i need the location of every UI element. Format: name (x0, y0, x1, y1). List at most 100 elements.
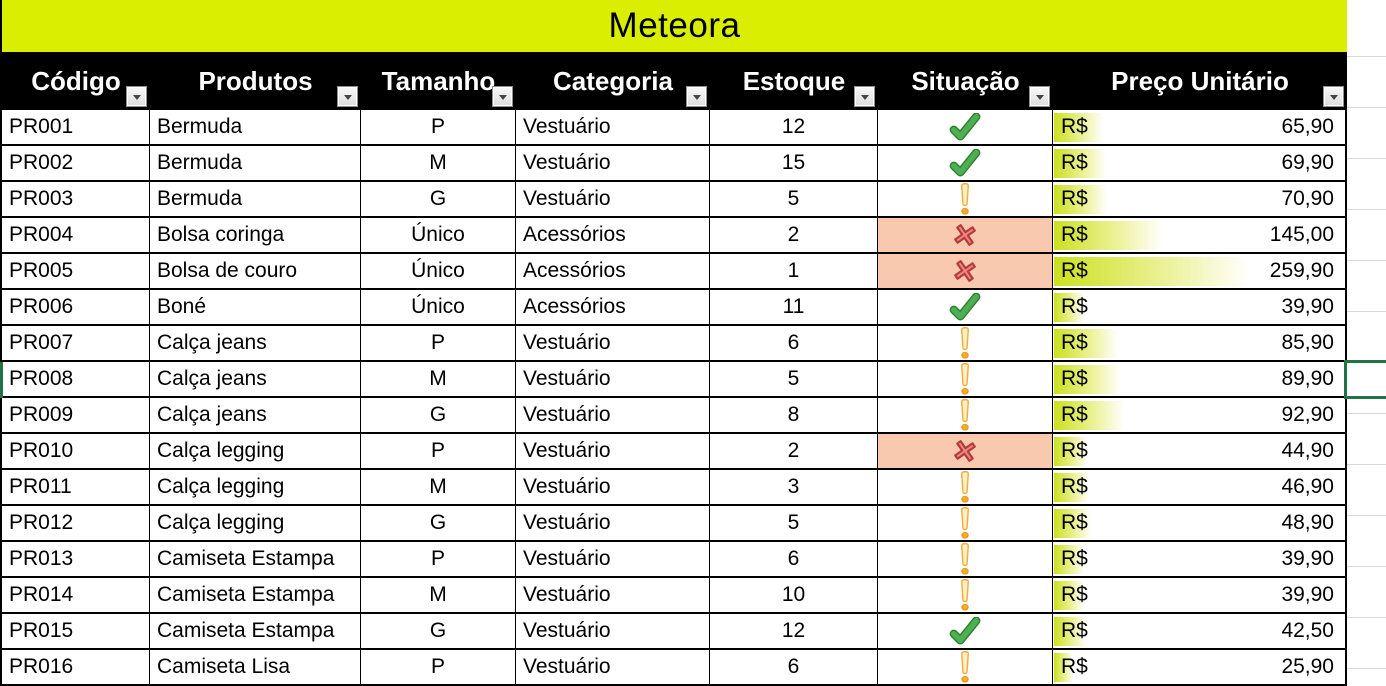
cell-estoque[interactable]: 3 (710, 470, 878, 504)
cell-estoque[interactable]: 8 (710, 398, 878, 432)
column-header-7[interactable]: Preço Unitário (1053, 52, 1347, 110)
cell-estoque[interactable]: 2 (710, 434, 878, 468)
cell-categoria[interactable]: Vestuário (516, 182, 710, 216)
cell-preco[interactable]: R$ 42,50 (1053, 614, 1347, 648)
table-title-cell[interactable]: Meteora (2, 0, 1347, 52)
cell-tamanho[interactable]: M (361, 578, 516, 612)
cell-tamanho[interactable]: M (361, 362, 516, 396)
cell-categoria[interactable]: Vestuário (516, 326, 710, 360)
cell-estoque[interactable]: 6 (710, 650, 878, 684)
cell-tamanho[interactable]: Único (361, 254, 516, 288)
cell-preco[interactable]: R$ 48,90 (1053, 506, 1347, 540)
cell-preco[interactable]: R$ 44,90 (1053, 434, 1347, 468)
cell-codigo[interactable]: PR014 (2, 578, 150, 612)
cell-codigo[interactable]: PR002 (2, 146, 150, 180)
cell-estoque[interactable]: 15 (710, 146, 878, 180)
cell-produto[interactable]: Calça legging (150, 470, 361, 504)
cell-produto[interactable]: Calça jeans (150, 362, 361, 396)
filter-dropdown-button[interactable] (126, 86, 147, 107)
cell-categoria[interactable]: Acessórios (516, 290, 710, 324)
cell-produto[interactable]: Camiseta Lisa (150, 650, 361, 684)
column-header-2[interactable]: Produtos (150, 52, 361, 110)
filter-dropdown-button[interactable] (686, 86, 707, 107)
cell-tamanho[interactable]: P (361, 326, 516, 360)
cell-tamanho[interactable]: G (361, 398, 516, 432)
cell-situacao[interactable] (878, 650, 1053, 684)
cell-estoque[interactable]: 2 (710, 218, 878, 252)
cell-produto[interactable]: Camiseta Estampa (150, 542, 361, 576)
cell-preco[interactable]: R$ 89,90 (1053, 362, 1347, 396)
column-header-3[interactable]: Tamanho (361, 52, 516, 110)
cell-tamanho[interactable]: M (361, 146, 516, 180)
column-header-1[interactable]: Código (2, 52, 150, 110)
cell-situacao[interactable] (878, 290, 1053, 324)
cell-preco[interactable]: R$ 259,90 (1053, 254, 1347, 288)
cell-produto[interactable]: Bermuda (150, 110, 361, 144)
cell-situacao[interactable] (878, 326, 1053, 360)
filter-dropdown-button[interactable] (337, 86, 358, 107)
cell-preco[interactable]: R$ 92,90 (1053, 398, 1347, 432)
column-header-5[interactable]: Estoque (710, 52, 878, 110)
cell-codigo[interactable]: PR015 (2, 614, 150, 648)
cell-estoque[interactable]: 5 (710, 506, 878, 540)
cell-estoque[interactable]: 6 (710, 542, 878, 576)
cell-produto[interactable]: Calça jeans (150, 398, 361, 432)
cell-produto[interactable]: Bolsa coringa (150, 218, 361, 252)
cell-situacao[interactable] (878, 146, 1053, 180)
filter-dropdown-button[interactable] (854, 86, 875, 107)
cell-situacao[interactable] (878, 182, 1053, 216)
cell-produto[interactable]: Camiseta Estampa (150, 614, 361, 648)
cell-estoque[interactable]: 11 (710, 290, 878, 324)
cell-codigo[interactable]: PR007 (2, 326, 150, 360)
cell-tamanho[interactable]: G (361, 506, 516, 540)
cell-preco[interactable]: R$ 25,90 (1053, 650, 1347, 684)
cell-codigo[interactable]: PR009 (2, 398, 150, 432)
cell-codigo[interactable]: PR003 (2, 182, 150, 216)
cell-produto[interactable]: Camiseta Estampa (150, 578, 361, 612)
cell-situacao[interactable] (878, 470, 1053, 504)
cell-situacao[interactable] (878, 434, 1053, 468)
cell-estoque[interactable]: 10 (710, 578, 878, 612)
cell-tamanho[interactable]: Único (361, 218, 516, 252)
cell-produto[interactable]: Boné (150, 290, 361, 324)
cell-estoque[interactable]: 5 (710, 182, 878, 216)
cell-codigo[interactable]: PR013 (2, 542, 150, 576)
cell-produto[interactable]: Calça jeans (150, 326, 361, 360)
cell-produto[interactable]: Calça legging (150, 434, 361, 468)
cell-preco[interactable]: R$ 65,90 (1053, 110, 1347, 144)
filter-dropdown-button[interactable] (1323, 86, 1344, 107)
cell-categoria[interactable]: Vestuário (516, 470, 710, 504)
cell-produto[interactable]: Bermuda (150, 182, 361, 216)
cell-situacao[interactable] (878, 398, 1053, 432)
cell-tamanho[interactable]: P (361, 542, 516, 576)
cell-tamanho[interactable]: Único (361, 290, 516, 324)
cell-codigo[interactable]: PR005 (2, 254, 150, 288)
cell-estoque[interactable]: 6 (710, 326, 878, 360)
cell-preco[interactable]: R$ 85,90 (1053, 326, 1347, 360)
cell-produto[interactable]: Bermuda (150, 146, 361, 180)
cell-tamanho[interactable]: P (361, 434, 516, 468)
cell-categoria[interactable]: Vestuário (516, 434, 710, 468)
cell-categoria[interactable]: Acessórios (516, 254, 710, 288)
cell-situacao[interactable] (878, 578, 1053, 612)
cell-situacao[interactable] (878, 362, 1053, 396)
cell-categoria[interactable]: Vestuário (516, 110, 710, 144)
selected-cell[interactable] (1344, 360, 1386, 399)
cell-categoria[interactable]: Vestuário (516, 362, 710, 396)
cell-categoria[interactable]: Vestuário (516, 650, 710, 684)
cell-preco[interactable]: R$ 39,90 (1053, 290, 1347, 324)
cell-categoria[interactable]: Vestuário (516, 578, 710, 612)
cell-categoria[interactable]: Vestuário (516, 146, 710, 180)
cell-situacao[interactable] (878, 614, 1053, 648)
cell-tamanho[interactable]: G (361, 614, 516, 648)
cell-preco[interactable]: R$ 46,90 (1053, 470, 1347, 504)
cell-codigo[interactable]: PR010 (2, 434, 150, 468)
cell-produto[interactable]: Bolsa de couro (150, 254, 361, 288)
cell-categoria[interactable]: Acessórios (516, 218, 710, 252)
cell-tamanho[interactable]: P (361, 650, 516, 684)
cell-categoria[interactable]: Vestuário (516, 506, 710, 540)
cell-preco[interactable]: R$ 39,90 (1053, 578, 1347, 612)
filter-dropdown-button[interactable] (492, 86, 513, 107)
cell-situacao[interactable] (878, 218, 1053, 252)
cell-preco[interactable]: R$ 145,00 (1053, 218, 1347, 252)
